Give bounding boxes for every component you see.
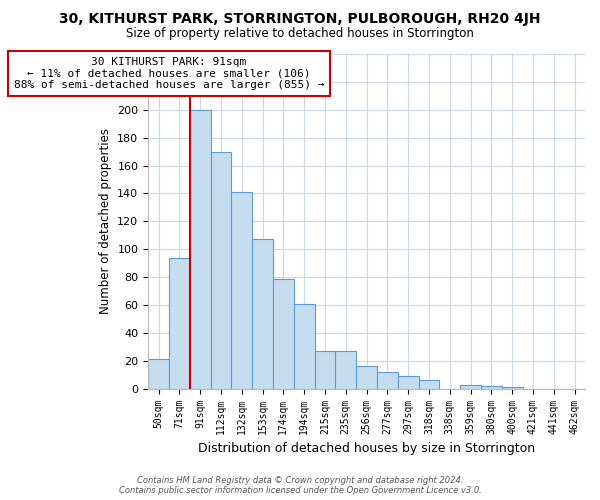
Bar	[232, 192, 252, 388]
Text: Size of property relative to detached houses in Storrington: Size of property relative to detached ho…	[126, 28, 474, 40]
Bar	[419, 380, 439, 388]
Bar	[398, 376, 419, 388]
Bar	[273, 278, 294, 388]
Bar	[335, 351, 356, 389]
Bar	[356, 366, 377, 388]
Bar	[481, 386, 502, 388]
X-axis label: Distribution of detached houses by size in Storrington: Distribution of detached houses by size …	[198, 442, 535, 455]
Bar	[169, 258, 190, 388]
Bar	[190, 110, 211, 388]
Bar	[460, 384, 481, 388]
Bar	[314, 351, 335, 389]
Text: 30 KITHURST PARK: 91sqm
← 11% of detached houses are smaller (106)
88% of semi-d: 30 KITHURST PARK: 91sqm ← 11% of detache…	[14, 57, 324, 90]
Text: 30, KITHURST PARK, STORRINGTON, PULBOROUGH, RH20 4JH: 30, KITHURST PARK, STORRINGTON, PULBOROU…	[59, 12, 541, 26]
Bar	[294, 304, 314, 388]
Text: Contains HM Land Registry data © Crown copyright and database right 2024.
Contai: Contains HM Land Registry data © Crown c…	[119, 476, 481, 495]
Bar	[377, 372, 398, 388]
Bar	[252, 240, 273, 388]
Bar	[148, 360, 169, 388]
Y-axis label: Number of detached properties: Number of detached properties	[98, 128, 112, 314]
Bar	[211, 152, 232, 388]
